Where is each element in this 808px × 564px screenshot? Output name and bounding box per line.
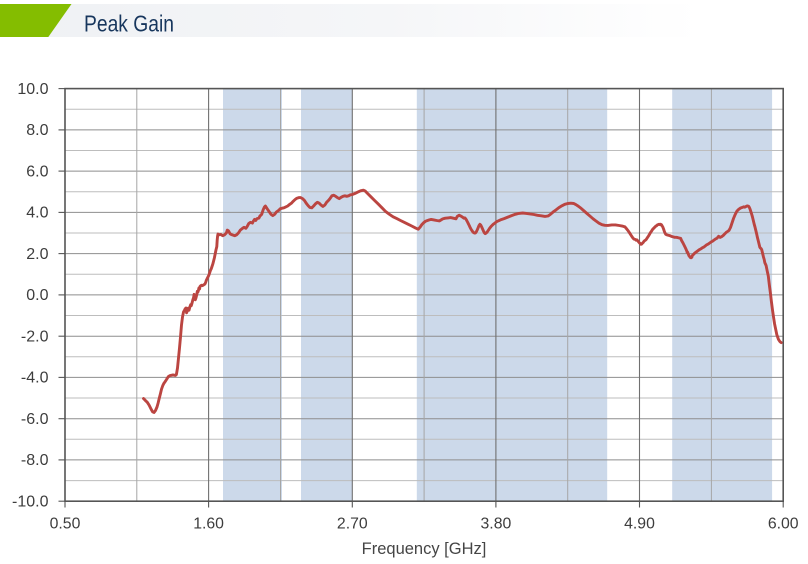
svg-text:2.0: 2.0	[26, 246, 48, 263]
svg-text:Peak Gain: Peak Gain	[84, 11, 174, 37]
svg-text:4.0: 4.0	[26, 205, 48, 222]
svg-text:-10.0: -10.0	[12, 494, 49, 511]
svg-text:-2.0: -2.0	[21, 329, 49, 346]
svg-text:-8.0: -8.0	[21, 452, 49, 469]
svg-text:6.0: 6.0	[26, 163, 48, 180]
svg-text:-6.0: -6.0	[21, 411, 49, 428]
svg-text:0.0: 0.0	[26, 287, 48, 304]
svg-text:8.0: 8.0	[26, 122, 48, 139]
svg-text:1.60: 1.60	[193, 516, 224, 533]
svg-text:2.70: 2.70	[337, 516, 368, 533]
svg-text:10.0: 10.0	[17, 81, 48, 98]
svg-text:3.80: 3.80	[481, 516, 512, 533]
svg-text:4.90: 4.90	[624, 516, 655, 533]
svg-text:-4.0: -4.0	[21, 370, 49, 387]
svg-text:6.00: 6.00	[768, 516, 799, 533]
svg-text:0.50: 0.50	[50, 516, 81, 533]
svg-text:Frequency [GHz]: Frequency [GHz]	[362, 540, 487, 558]
